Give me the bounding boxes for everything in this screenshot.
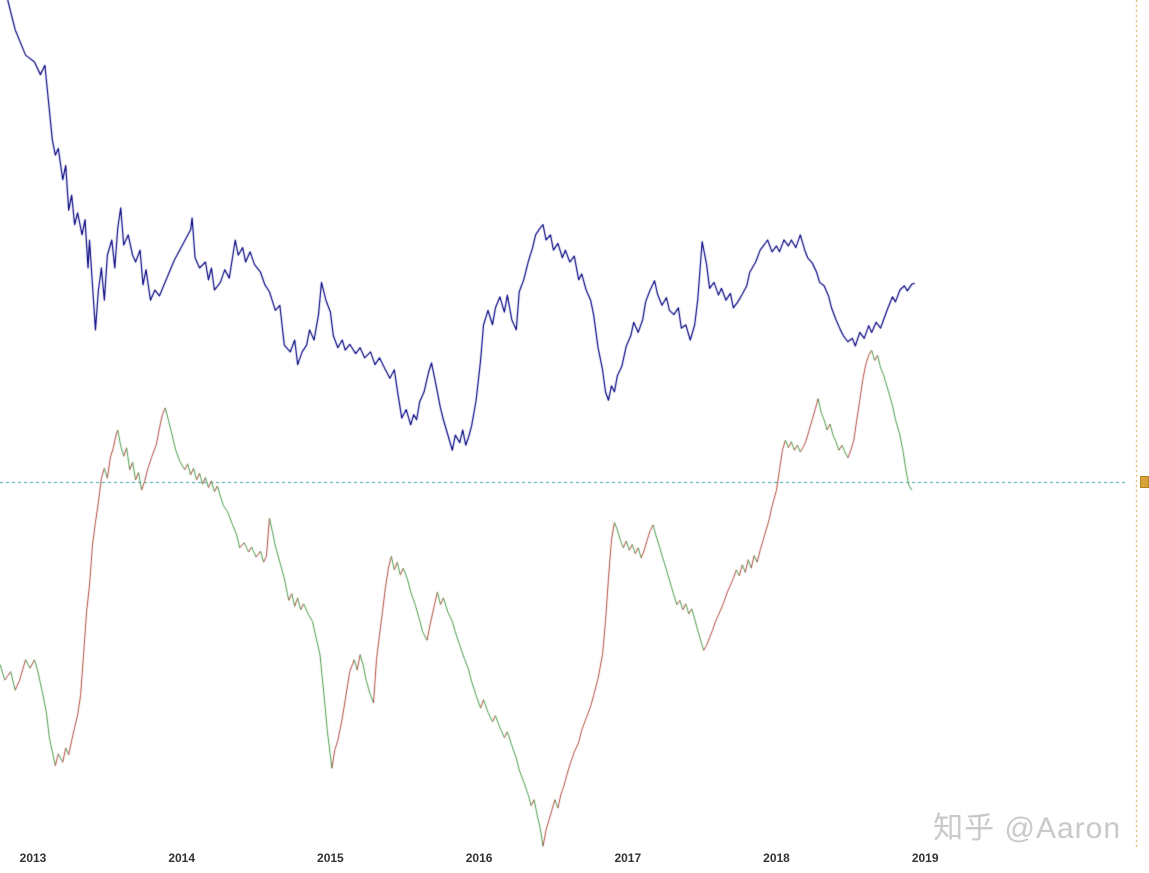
watermark: 知乎 @Aaron bbox=[933, 812, 1121, 845]
right-axis-marker bbox=[1140, 475, 1149, 488]
x-axis-label: 2018 bbox=[763, 851, 790, 865]
x-axis-label: 2013 bbox=[19, 851, 47, 865]
x-axis-label: 2017 bbox=[614, 851, 642, 865]
x-axis-label: 2019 bbox=[911, 851, 939, 865]
x-axis-label: 2014 bbox=[168, 851, 196, 865]
x-axis-label: 2016 bbox=[465, 851, 493, 865]
x-axis-label: 2015 bbox=[317, 851, 344, 865]
